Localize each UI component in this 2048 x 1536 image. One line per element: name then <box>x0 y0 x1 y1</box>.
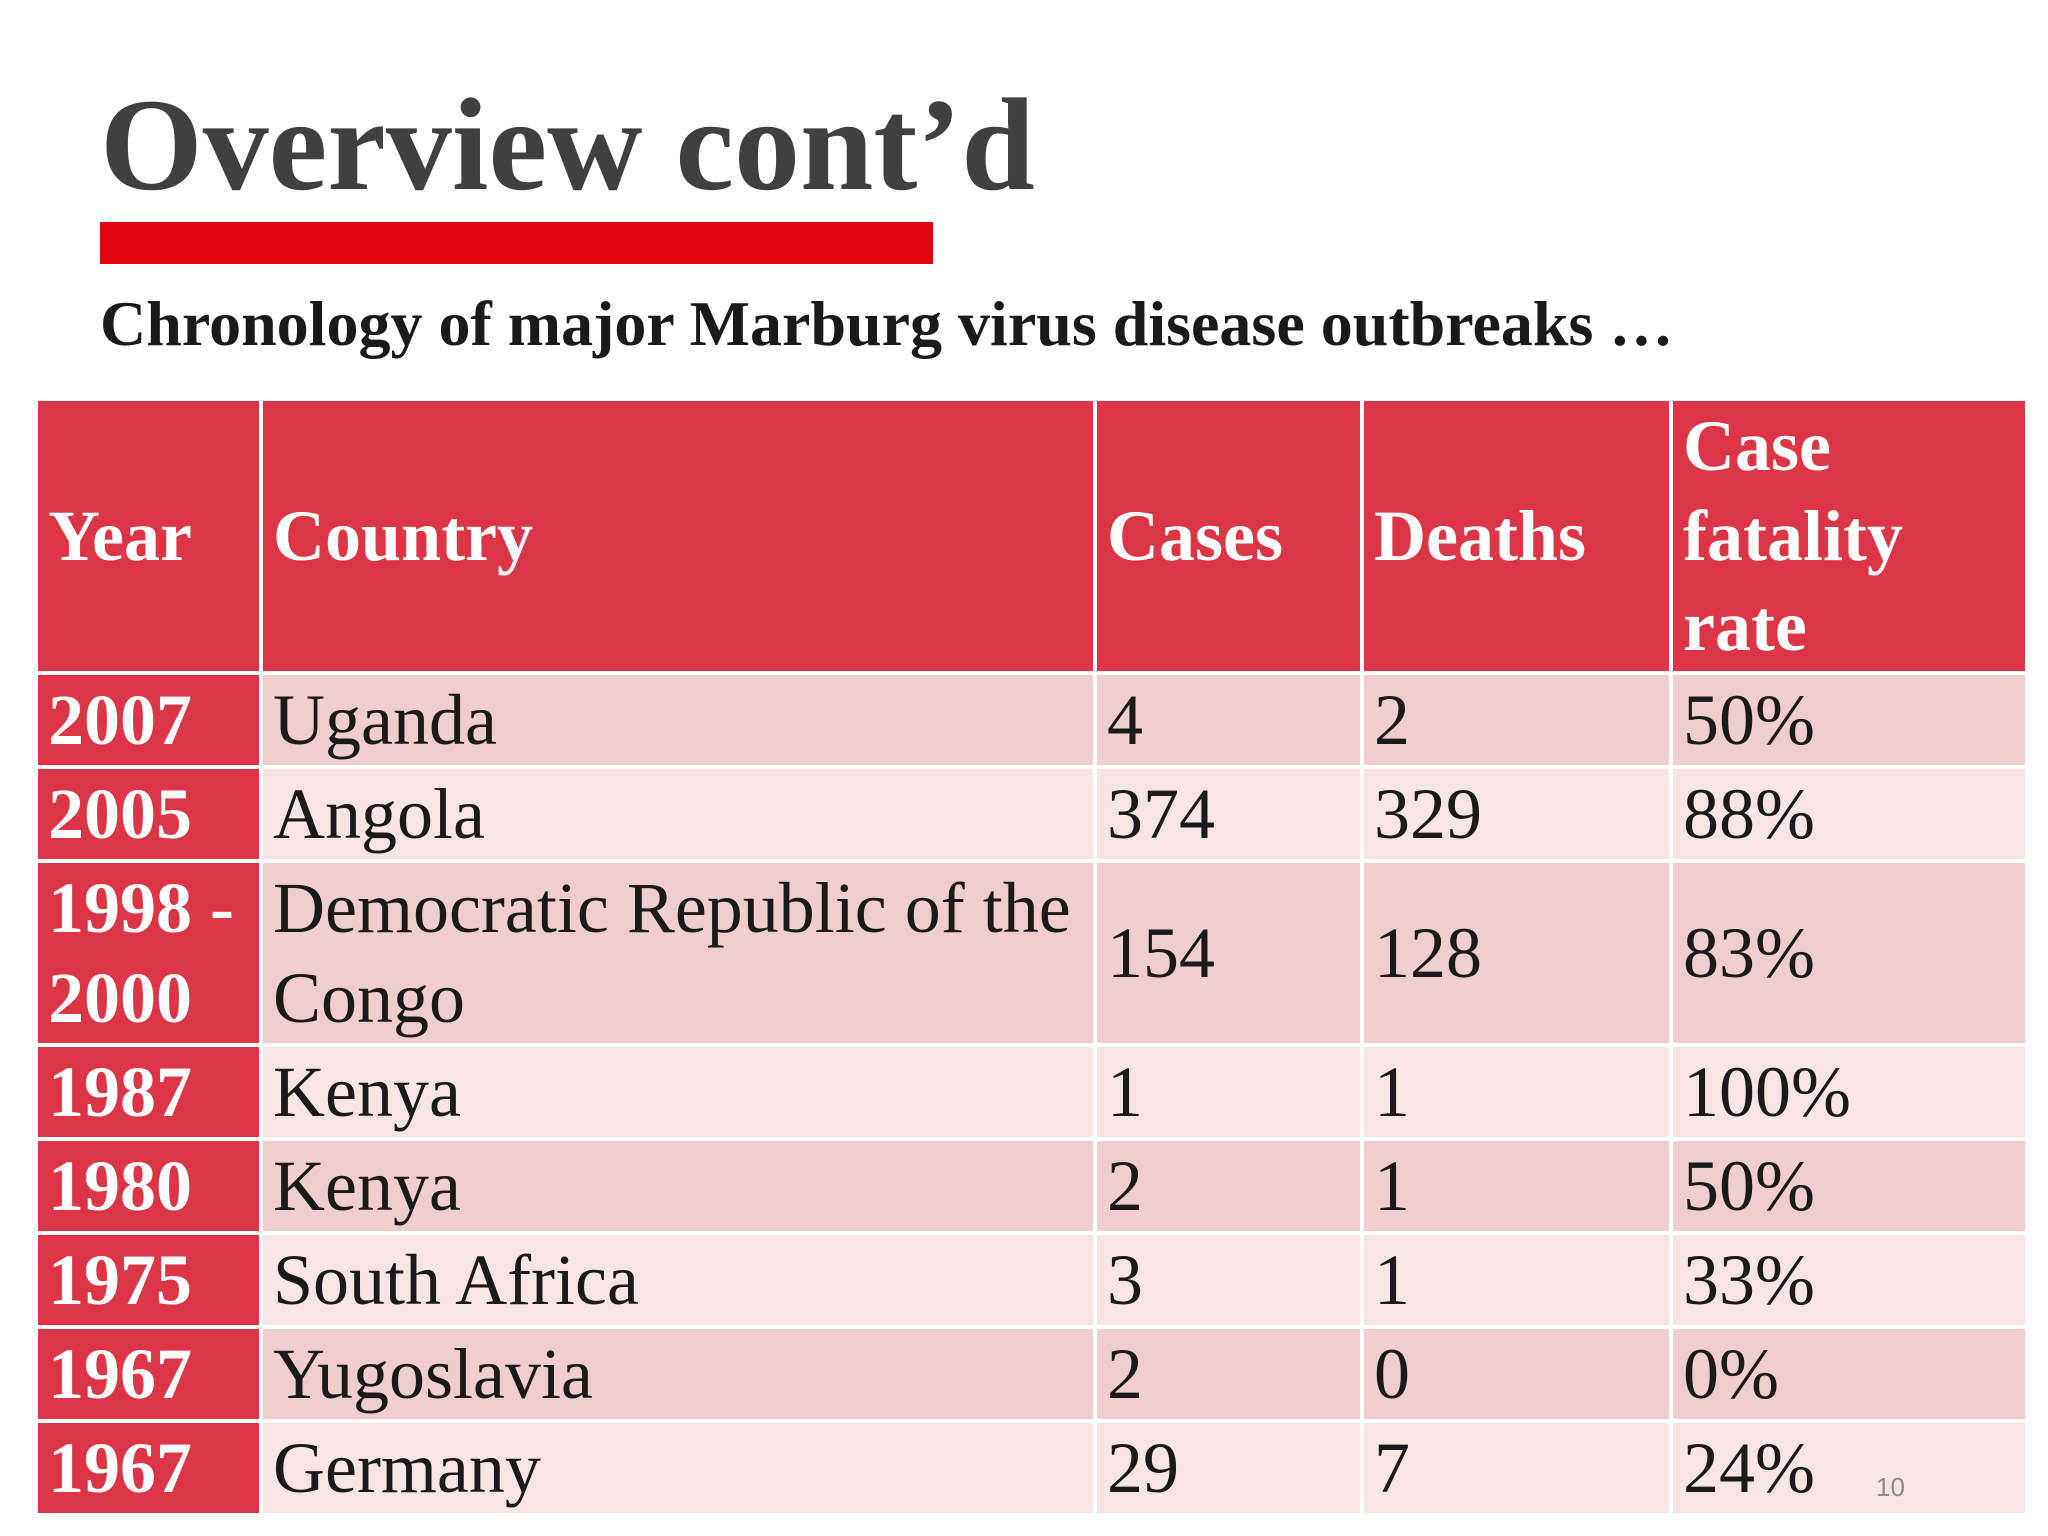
table-row: 2007 Uganda 4 2 50% <box>34 671 2029 769</box>
cell-year: 1967 <box>34 1419 263 1517</box>
cell-cfr: 50% <box>1669 671 2029 769</box>
table-row: 1967 Yugoslavia 2 0 0% <box>34 1325 2029 1423</box>
cell-cases: 1 <box>1093 1043 1364 1141</box>
cell-cfr: 83% <box>1669 859 2029 1047</box>
cell-deaths: 1 <box>1360 1137 1673 1235</box>
cell-cfr: 33% <box>1669 1231 2029 1329</box>
table-row: 1998 - 2000 Democratic Republic of the C… <box>34 859 2029 1047</box>
cell-cases: 374 <box>1093 765 1364 863</box>
cell-country: Kenya <box>259 1137 1097 1235</box>
header-country: Country <box>259 397 1097 675</box>
cell-cfr: 100% <box>1669 1043 2029 1141</box>
cell-deaths: 2 <box>1360 671 1673 769</box>
header-year: Year <box>34 397 263 675</box>
cell-cfr: 88% <box>1669 765 2029 863</box>
cell-year: 2007 <box>34 671 263 769</box>
cell-deaths: 7 <box>1360 1419 1673 1517</box>
cell-deaths: 1 <box>1360 1043 1673 1141</box>
cell-cases: 29 <box>1093 1419 1364 1517</box>
table-row: 1987 Kenya 1 1 100% <box>34 1043 2029 1141</box>
cell-year: 1980 <box>34 1137 263 1235</box>
cell-cases: 4 <box>1093 671 1364 769</box>
cell-year: 1987 <box>34 1043 263 1141</box>
header-cases: Cases <box>1093 397 1364 675</box>
cell-year: 1998 - 2000 <box>34 859 263 1047</box>
cell-country: Uganda <box>259 671 1097 769</box>
table-row: 1967 Germany 29 7 24% <box>34 1419 2029 1517</box>
page-number: 10 <box>1876 1472 1905 1502</box>
table-header-row: Year Country Cases Deaths Case fatality … <box>34 397 2029 675</box>
table-row: 1975 South Africa 3 1 33% <box>34 1231 2029 1329</box>
title-accent-bar <box>100 222 933 264</box>
cell-country: Yugoslavia <box>259 1325 1097 1423</box>
cell-country: Democratic Republic of the Congo <box>259 859 1097 1047</box>
cell-cfr: 24% <box>1669 1419 2029 1517</box>
cell-cfr: 0% <box>1669 1325 2029 1423</box>
outbreaks-table: Year Country Cases Deaths Case fatality … <box>34 397 2029 1517</box>
cell-deaths: 0 <box>1360 1325 1673 1423</box>
cell-country: Angola <box>259 765 1097 863</box>
table-row: 1980 Kenya 2 1 50% <box>34 1137 2029 1235</box>
cell-cfr: 50% <box>1669 1137 2029 1235</box>
cell-year: 2005 <box>34 765 263 863</box>
cell-country: Germany <box>259 1419 1097 1517</box>
cell-cases: 2 <box>1093 1137 1364 1235</box>
cell-country: Kenya <box>259 1043 1097 1141</box>
cell-deaths: 128 <box>1360 859 1673 1047</box>
cell-year: 1975 <box>34 1231 263 1329</box>
cell-cases: 154 <box>1093 859 1364 1047</box>
cell-country: South Africa <box>259 1231 1097 1329</box>
cell-cases: 3 <box>1093 1231 1364 1329</box>
cell-deaths: 1 <box>1360 1231 1673 1329</box>
header-case-fatality-rate: Case fatality rate <box>1669 397 2029 675</box>
cell-cases: 2 <box>1093 1325 1364 1423</box>
cell-deaths: 329 <box>1360 765 1673 863</box>
slide-subtitle: Chronology of major Marburg virus diseas… <box>100 288 1674 359</box>
slide-title: Overview cont’d <box>100 71 1035 218</box>
header-deaths: Deaths <box>1360 397 1673 675</box>
cell-year: 1967 <box>34 1325 263 1423</box>
table-row: 2005 Angola 374 329 88% <box>34 765 2029 863</box>
